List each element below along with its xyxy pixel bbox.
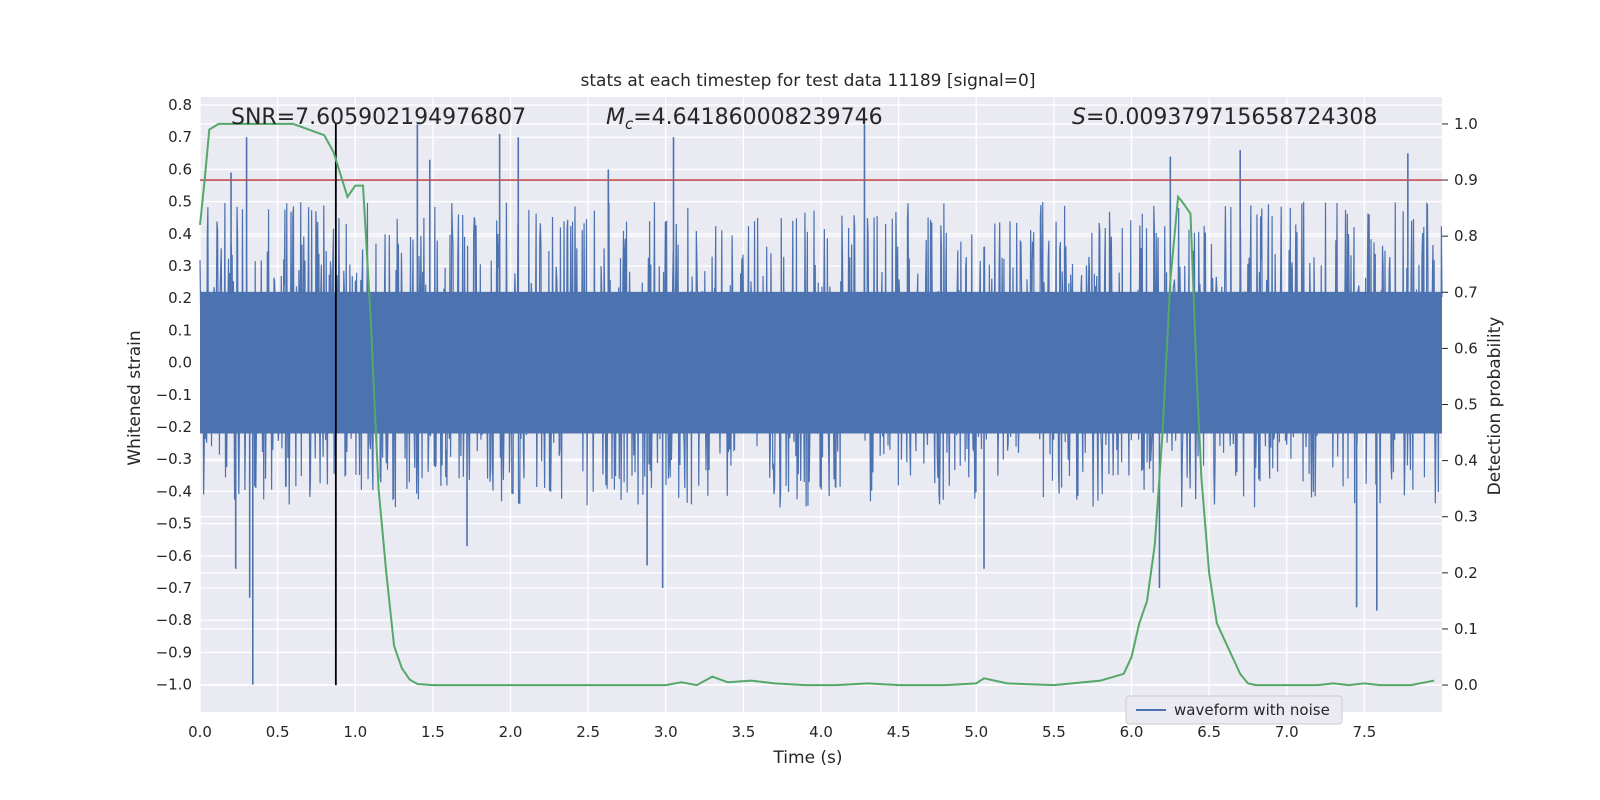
chirp-mass-symbol: M — [606, 105, 625, 130]
x-tick-label: 5.5 — [1042, 723, 1066, 741]
y-tick-label: −0.5 — [156, 515, 192, 533]
legend-label-waveform: waveform with noise — [1174, 701, 1330, 719]
tick-labels: 0.0 0.5 1.0 1.5 2.0 2.5 3.0 3.5 4.0 4.5 5.0 5.5 6.0 6… — [156, 96, 1478, 741]
y2-tick-label: 0.1 — [1454, 620, 1478, 638]
y-tick-label: −0.2 — [156, 418, 192, 436]
y-tick-label: −0.6 — [156, 547, 192, 565]
probability-series — [199, 122, 1435, 687]
y-tick-label: −0.7 — [156, 579, 192, 597]
y-tick-label: −0.9 — [156, 643, 192, 661]
y2-tick-label: 0.4 — [1454, 452, 1478, 470]
y-tick-label: −0.4 — [156, 482, 192, 500]
y-tick-label: −1.0 — [156, 676, 192, 694]
y-tick-label: 0.3 — [168, 257, 192, 275]
x-tick-label: 1.5 — [421, 723, 445, 741]
reference-lines — [200, 123, 1442, 686]
y-tick-label: 0.2 — [168, 289, 192, 307]
s-symbol: S — [1072, 105, 1086, 130]
y-tick-label: 0.6 — [168, 160, 192, 178]
snr-annotation: SNR=7.605902194976807 — [231, 105, 526, 130]
y2-tick-label: 0.3 — [1454, 508, 1478, 526]
x-tick-label: 7.5 — [1352, 723, 1376, 741]
y2-tick-label: 0.5 — [1454, 396, 1478, 414]
chirp-mass-subscript: c — [625, 115, 634, 133]
y2-tick-label: 0.6 — [1454, 339, 1478, 357]
y-tick-label: 0.4 — [168, 225, 192, 243]
x-tick-label: 0.0 — [188, 723, 212, 741]
y-tick-label: −0.1 — [156, 386, 192, 404]
y2-tick-label: 0.2 — [1454, 564, 1478, 582]
y2-axis-label: Detection probability — [1485, 317, 1505, 496]
probability-line — [199, 122, 1435, 687]
x-tick-label: 0.5 — [266, 723, 290, 741]
y2-tick-label: 0.9 — [1454, 171, 1478, 189]
y-tick-label: −0.3 — [156, 450, 192, 468]
y2-tick-label: 0.0 — [1454, 676, 1478, 694]
legend-box — [1125, 695, 1343, 725]
s-annotation: S=0.009379715658724308 — [1072, 105, 1377, 130]
y2-tick-label: 0.8 — [1454, 227, 1478, 245]
chart-title: stats at each timestep for test data 111… — [581, 71, 1036, 91]
x-tick-label: 3.5 — [731, 723, 755, 741]
x-tick-label: 2.5 — [576, 723, 600, 741]
y-tick-label: 0.7 — [168, 128, 192, 146]
x-tick-label: 3.0 — [654, 723, 678, 741]
y-tick-label: 0.0 — [168, 354, 192, 372]
x-tick-label: 4.5 — [887, 723, 911, 741]
x-tick-label: 6.5 — [1197, 723, 1221, 741]
x-tick-label: 7.0 — [1275, 723, 1299, 741]
chirp-mass-annotation: Mc=4.641860008239746 — [606, 105, 883, 133]
x-tick-label: 4.0 — [809, 723, 833, 741]
y-axis-label: Whitened strain — [125, 330, 145, 465]
x-axis-label: Time (s) — [772, 748, 842, 768]
y-tick-label: 0.8 — [168, 96, 192, 114]
s-value: =0.009379715658724308 — [1086, 105, 1377, 130]
x-tick-label: 5.0 — [964, 723, 988, 741]
waveform-line — [199, 201, 1443, 508]
chirp-mass-value: =4.641860008239746 — [633, 105, 882, 130]
y2-tick-label: 0.7 — [1454, 283, 1478, 301]
y-tick-label: −0.8 — [156, 611, 192, 629]
x-tick-label: 2.0 — [499, 723, 523, 741]
y-tick-label: 0.1 — [168, 321, 192, 339]
x-tick-label: 6.0 — [1120, 723, 1144, 741]
y2-tick-label: 1.0 — [1454, 115, 1478, 133]
legend: waveform with noise — [1125, 695, 1343, 725]
y-tick-label: 0.5 — [168, 193, 192, 211]
x-tick-label: 1.0 — [343, 723, 367, 741]
waveform-series — [199, 124, 1443, 685]
